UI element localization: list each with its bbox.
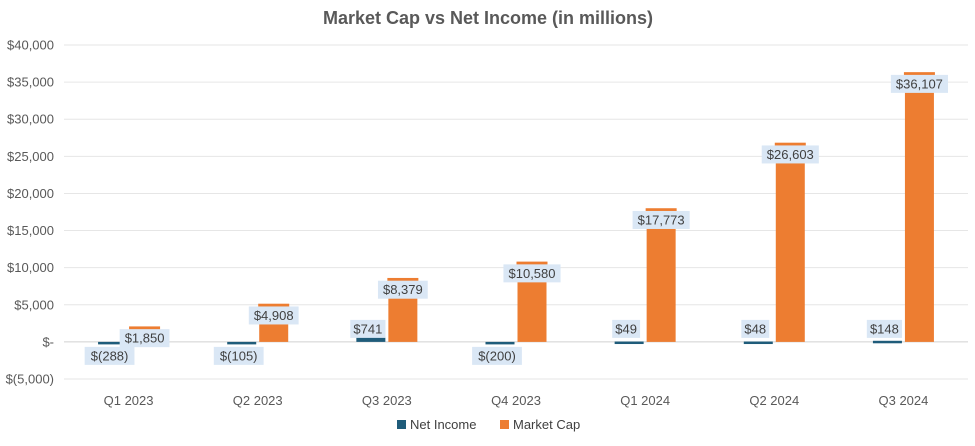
legend: Net Income Market Cap — [397, 417, 580, 432]
x-tick-label: Q4 2023 — [491, 393, 541, 408]
market-cap-data-label-group: $4,908 — [248, 306, 299, 325]
market-cap-data-label-background — [248, 306, 299, 325]
market-cap-bar — [904, 91, 934, 342]
market-cap-bar-cap — [516, 261, 548, 266]
y-tick-label: $40,000 — [7, 38, 54, 53]
market-cap-data-label-background — [503, 264, 561, 283]
net-income-bar — [872, 340, 902, 344]
market-cap-bar-cap — [387, 277, 419, 282]
net-income-data-label-group: $(200) — [472, 346, 522, 365]
y-axis: $(5,000) $- $5,000 $10,000 $15,000 $20,000 $25… — [6, 38, 54, 387]
legend-label-net-income: Net Income — [410, 417, 476, 432]
net-income-data-label-group: $(105) — [213, 346, 264, 365]
net-income-bar — [485, 341, 515, 345]
net-income-data-label-group: $48 — [741, 319, 770, 338]
market-cap-bar — [259, 323, 289, 342]
market-cap-data-label-group: $26,603 — [761, 145, 819, 164]
market-cap-data-label-background — [119, 329, 170, 348]
net-income-data-label: $49 — [615, 321, 637, 336]
y-tick-label: $(5,000) — [6, 372, 54, 387]
y-tick-label: $10,000 — [7, 260, 54, 275]
net-income-data-label-background — [472, 346, 522, 365]
gridlines — [64, 44, 968, 380]
net-income-data-label: $(200) — [478, 348, 516, 363]
market-cap-bar — [517, 281, 547, 342]
market-cap-bar — [388, 297, 418, 342]
x-tick-label: Q1 2023 — [104, 393, 154, 408]
market-cap-data-label-background — [632, 210, 690, 229]
data-labels: $1,850 $(288) $4,908 $(105) $8,379 $741 $10,58… — [84, 74, 948, 365]
net-income-bar — [743, 341, 773, 345]
y-tick-label: $5,000 — [14, 297, 54, 312]
net-income-data-label-background — [866, 319, 903, 338]
market-cap-data-label-group: $8,379 — [377, 280, 428, 299]
net-income-data-label-background — [612, 319, 641, 338]
x-tick-label: Q1 2024 — [620, 393, 670, 408]
bars — [98, 72, 935, 345]
market-cap-data-label: $17,773 — [638, 212, 685, 227]
market-cap-data-label-group: $36,107 — [890, 74, 948, 93]
net-income-data-label-group: $148 — [866, 319, 903, 338]
market-cap-bar — [775, 162, 805, 342]
x-axis: Q1 2023 Q2 2023 Q3 2023 Q4 2023 Q1 2024 Q2 20… — [104, 393, 929, 408]
net-income-data-label-background — [84, 346, 135, 365]
net-income-data-label: $48 — [744, 321, 766, 336]
legend-swatch-net-income — [397, 420, 406, 429]
market-cap-bar-cap — [903, 72, 935, 76]
market-cap-bar-cap — [258, 303, 290, 308]
net-income-data-label: $(288) — [91, 348, 129, 363]
x-tick-label: Q2 2024 — [749, 393, 799, 408]
market-cap-data-label: $36,107 — [896, 76, 943, 91]
y-tick-label: $30,000 — [7, 112, 54, 127]
net-income-data-label-group: $(288) — [84, 346, 135, 365]
net-income-data-label: $(105) — [220, 348, 258, 363]
market-cap-data-label-background — [377, 280, 428, 299]
market-cap-data-label-group: $1,850 — [119, 329, 170, 348]
y-tick-label: $20,000 — [7, 186, 54, 201]
market-cap-data-label: $1,850 — [125, 331, 165, 346]
y-tick-label: $35,000 — [7, 75, 54, 90]
net-income-data-label-background — [213, 346, 264, 365]
net-income-data-label-background — [350, 319, 386, 338]
legend-label-market-cap: Market Cap — [513, 417, 580, 432]
chart-title: Market Cap vs Net Income (in millions) — [323, 8, 653, 28]
market-cap-data-label: $10,580 — [509, 266, 556, 281]
market-cap-data-label-background — [890, 74, 948, 93]
market-cap-data-label-group: $17,773 — [632, 210, 690, 229]
market-cap-data-label-background — [761, 145, 819, 164]
net-income-bar — [614, 341, 644, 345]
market-cap-data-label: $4,908 — [254, 308, 294, 323]
net-income-data-label-group: $741 — [350, 319, 386, 338]
net-income-bar — [98, 341, 128, 345]
net-income-bar — [227, 341, 257, 345]
market-cap-bar-cap — [645, 208, 677, 212]
net-income-data-label: $741 — [353, 321, 382, 336]
y-tick-label: $- — [42, 334, 54, 349]
market-cap-bar — [646, 227, 676, 342]
y-tick-label: $15,000 — [7, 223, 54, 238]
x-tick-label: Q3 2023 — [362, 393, 412, 408]
market-cap-bar-cap — [774, 142, 806, 147]
market-cap-data-label: $26,603 — [767, 147, 814, 162]
net-income-data-label-group: $49 — [612, 319, 641, 338]
net-income-bar — [356, 336, 386, 342]
market-cap-data-label: $8,379 — [383, 282, 423, 297]
x-tick-label: Q3 2024 — [878, 393, 928, 408]
net-income-data-label: $148 — [870, 321, 899, 336]
net-income-data-label-background — [741, 319, 770, 338]
x-tick-label: Q2 2023 — [233, 393, 283, 408]
market-cap-bar-cap — [129, 326, 161, 330]
y-tick-label: $25,000 — [7, 149, 54, 164]
legend-swatch-market-cap — [500, 420, 509, 429]
market-cap-data-label-group: $10,580 — [503, 264, 561, 283]
